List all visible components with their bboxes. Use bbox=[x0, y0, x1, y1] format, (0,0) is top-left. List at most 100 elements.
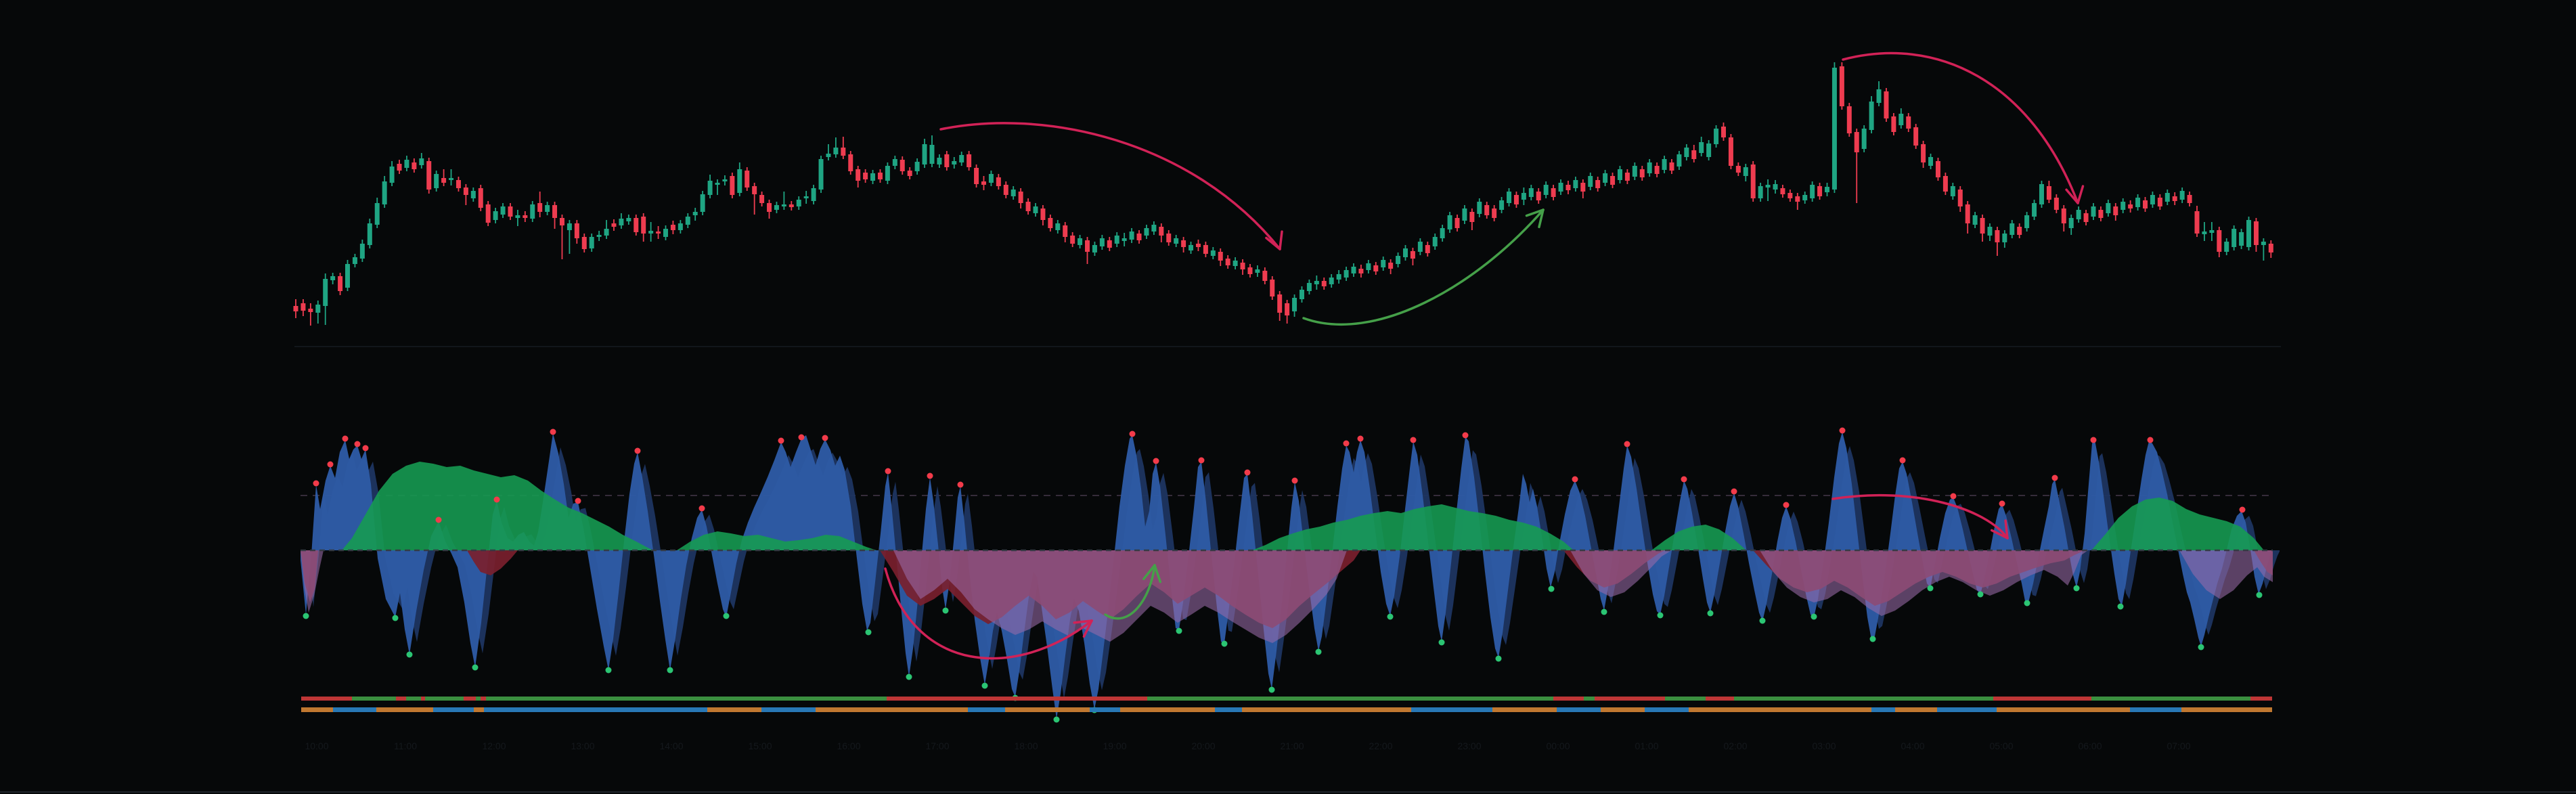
sell-signal-dot bbox=[342, 435, 349, 442]
candle-down bbox=[1085, 240, 1090, 252]
trend-strip-segment bbox=[1584, 697, 1595, 701]
time-axis-label: 21:00 bbox=[1280, 741, 1304, 751]
trend-strip-segment bbox=[1734, 697, 1993, 701]
candle-down bbox=[1247, 267, 1253, 274]
buy-signal-dot bbox=[605, 667, 612, 674]
candle-down bbox=[1063, 225, 1068, 237]
candle-down bbox=[463, 188, 468, 195]
candle-up bbox=[1758, 186, 1763, 198]
candle-up bbox=[1440, 228, 1445, 238]
candle-up bbox=[1092, 245, 1097, 252]
candle-up bbox=[1417, 242, 1423, 252]
candle-down bbox=[1691, 150, 1697, 159]
trend-strip-segment bbox=[425, 697, 464, 701]
candle-down bbox=[2217, 230, 2222, 252]
candle-up bbox=[2231, 229, 2237, 247]
candle-up bbox=[715, 183, 720, 185]
candle-down bbox=[1884, 91, 1889, 118]
candle-up bbox=[959, 155, 964, 162]
candle-up bbox=[1477, 202, 1482, 214]
candle-up bbox=[1174, 238, 1179, 244]
time-axis-label: 16:00 bbox=[837, 741, 860, 751]
sell-signal-dot bbox=[1681, 476, 1687, 483]
candle-up bbox=[1099, 238, 1105, 246]
candle-up bbox=[2179, 191, 2185, 200]
buy-signal-dot bbox=[1268, 686, 1275, 693]
candle-down bbox=[1957, 190, 1963, 206]
candle-down bbox=[1136, 234, 1142, 240]
candle-down bbox=[996, 177, 1001, 186]
candle-up bbox=[803, 196, 809, 198]
momentum-strip-segment bbox=[761, 707, 816, 712]
candle-down bbox=[1854, 132, 1859, 152]
momentum-strip-segment bbox=[968, 707, 1005, 712]
momentum-strip-segment bbox=[1242, 707, 1411, 712]
candle-up bbox=[922, 144, 927, 164]
candle-down bbox=[2061, 208, 2066, 223]
candle-up bbox=[1011, 190, 1016, 196]
candle-up bbox=[1292, 298, 1297, 311]
buy-signal-dot bbox=[1548, 586, 1555, 592]
candle-down bbox=[848, 154, 853, 171]
trend-strip-segment bbox=[464, 697, 476, 701]
candle-down bbox=[1321, 281, 1327, 286]
candle-up bbox=[604, 229, 609, 236]
candle-down bbox=[1388, 263, 1394, 269]
candle-up bbox=[1603, 173, 1608, 183]
candle-down bbox=[1980, 218, 1985, 234]
sell-signal-dot bbox=[798, 434, 805, 441]
sell-signal-dot bbox=[822, 435, 828, 441]
price-up-arrow-head bbox=[1538, 208, 1545, 229]
candle-down bbox=[1750, 164, 1756, 198]
candle-up bbox=[648, 231, 654, 234]
candle-up bbox=[1802, 195, 1808, 200]
candle-down bbox=[730, 176, 735, 195]
candle-down bbox=[2017, 227, 2022, 235]
candle-up bbox=[2261, 242, 2266, 245]
candle-up bbox=[389, 167, 395, 183]
candle-up bbox=[1189, 245, 1194, 250]
candle-up bbox=[1329, 278, 1334, 284]
sell-signal-dot bbox=[1291, 477, 1298, 484]
candle-up bbox=[663, 229, 668, 237]
trend-strip-segment bbox=[421, 697, 425, 701]
candle-up bbox=[1521, 193, 1526, 200]
candle-up bbox=[722, 179, 728, 181]
trend-strip-segment bbox=[887, 697, 1147, 701]
candle-down bbox=[1669, 162, 1674, 171]
candle-up bbox=[1972, 215, 1978, 225]
vwap-purple-band bbox=[1760, 550, 2088, 616]
candle-down bbox=[1003, 185, 1008, 195]
candle-down bbox=[1048, 218, 1053, 228]
candle-down bbox=[1070, 236, 1075, 244]
candle-down bbox=[1018, 192, 1023, 203]
sell-signal-dot bbox=[1244, 469, 1251, 476]
candle-up bbox=[1033, 206, 1038, 213]
candle-down bbox=[981, 181, 986, 185]
time-axis-label: 17:00 bbox=[925, 741, 949, 751]
candle-up bbox=[2246, 220, 2252, 247]
candle-down bbox=[745, 171, 750, 188]
buy-signal-dot bbox=[981, 682, 988, 689]
momentum-strip-segment bbox=[2181, 707, 2272, 712]
candle-up bbox=[1432, 237, 1438, 246]
candle-up bbox=[937, 158, 942, 164]
candle-down bbox=[1166, 234, 1172, 242]
candle-down bbox=[1195, 244, 1201, 247]
candle-down bbox=[974, 168, 979, 184]
candle-down bbox=[2053, 198, 2059, 210]
sell-signal-dot bbox=[1624, 441, 1630, 447]
momentum-strip-segment bbox=[2130, 707, 2181, 712]
candle-up bbox=[737, 169, 742, 193]
price-down-arrow bbox=[939, 122, 1281, 250]
trend-strip-segment bbox=[1706, 697, 1734, 701]
candle-down bbox=[1846, 106, 1852, 133]
candle-up bbox=[1055, 223, 1061, 230]
candle-down bbox=[670, 225, 675, 230]
buy-signal-dot bbox=[2024, 600, 2030, 606]
money-flow-positive bbox=[1651, 525, 1746, 550]
candle-up bbox=[567, 223, 572, 230]
time-axis-label: 01:00 bbox=[1635, 741, 1658, 751]
candle-up bbox=[1617, 169, 1622, 180]
